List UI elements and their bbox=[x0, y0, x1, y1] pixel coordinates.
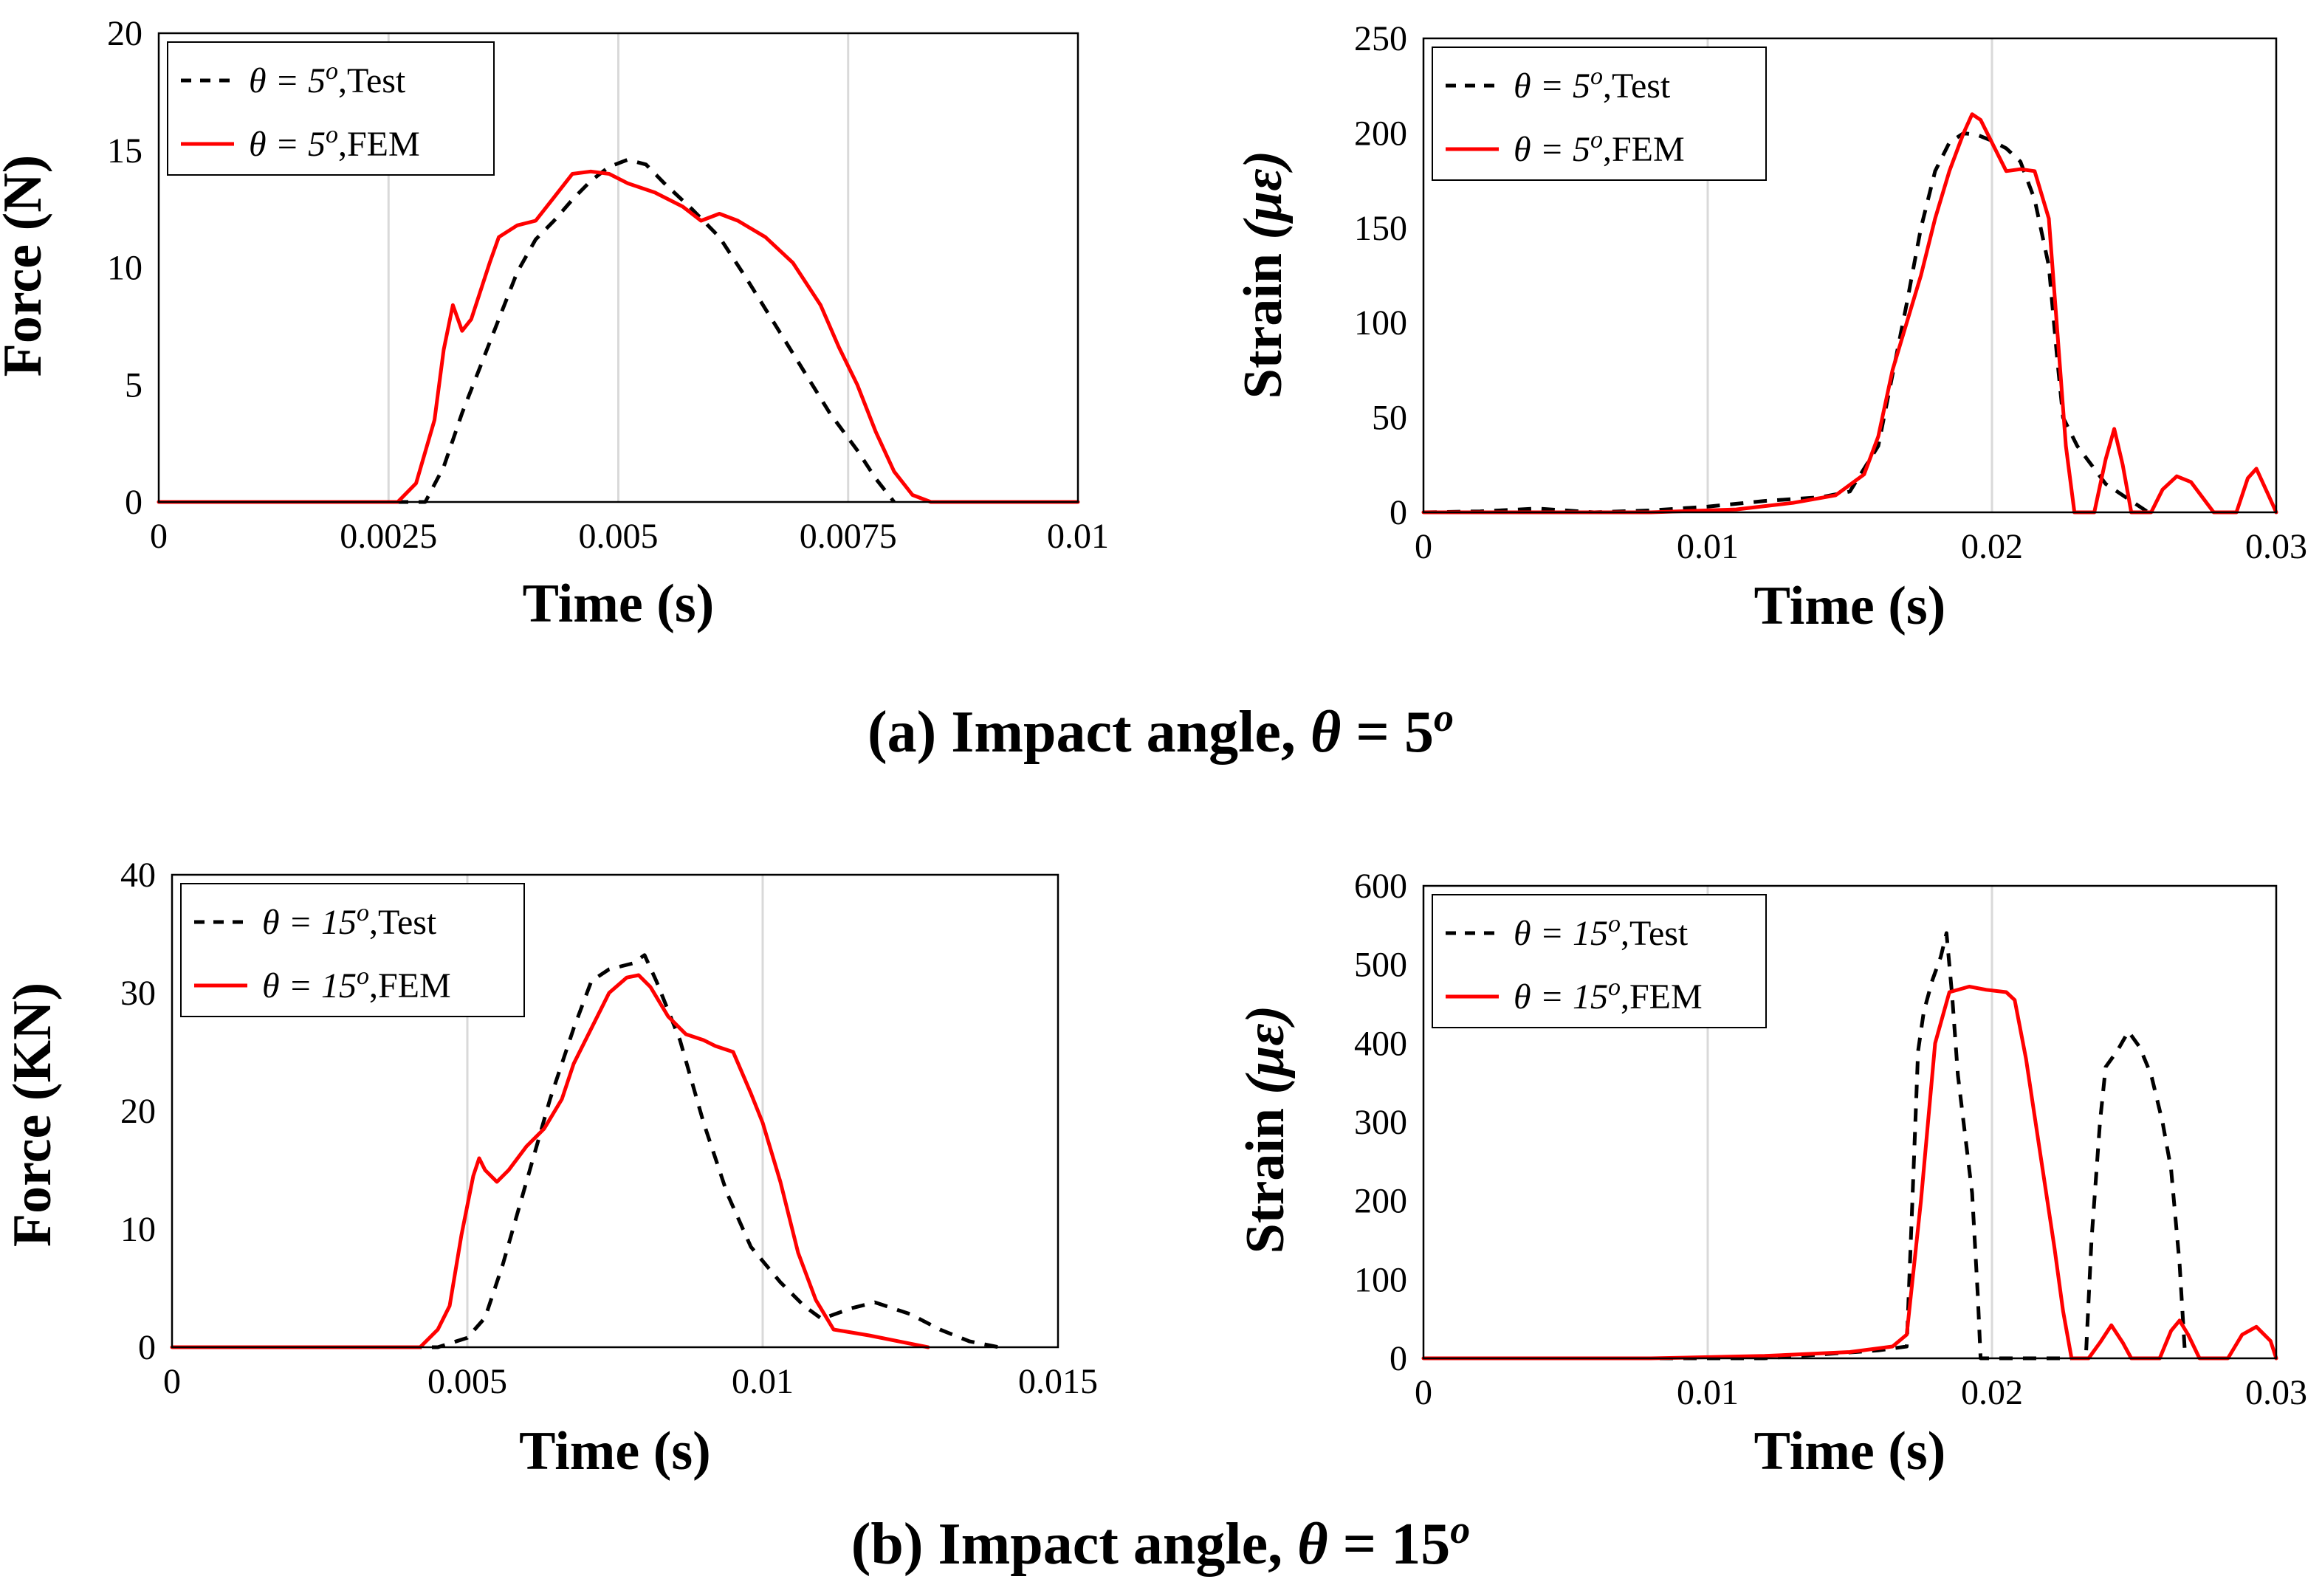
y-axis-label: Strain (με) bbox=[1233, 151, 1294, 399]
plot-frame bbox=[1422, 884, 2278, 1360]
x-tick-label: 0.02 bbox=[1961, 527, 2023, 566]
x-tick-label: 0.015 bbox=[1018, 1362, 1098, 1401]
y-tick-label: 250 bbox=[1354, 19, 1407, 58]
y-tick-label: 600 bbox=[1354, 867, 1407, 906]
x-tick-label: 0.03 bbox=[2245, 1373, 2307, 1412]
legend-box bbox=[180, 883, 525, 1017]
plot-frame bbox=[1422, 37, 2278, 514]
legend-label-fem: θ = 15o,FEM bbox=[1514, 974, 1703, 1017]
caption-b-equation: = 15 bbox=[1328, 1512, 1451, 1577]
series-line-test bbox=[1423, 931, 2188, 1361]
legend-label-test: θ = 5o,Test bbox=[249, 58, 406, 100]
caption-a-symbol: θ bbox=[1311, 700, 1342, 765]
y-tick-label: 30 bbox=[120, 974, 156, 1013]
y-tick-label: 40 bbox=[120, 856, 156, 895]
series-line-fem bbox=[170, 973, 930, 1349]
y-tick-label: 0 bbox=[138, 1328, 156, 1367]
caption-a-superscript: o bbox=[1434, 695, 1454, 740]
y-tick-label: 300 bbox=[1354, 1103, 1407, 1142]
x-tick-label: 0 bbox=[163, 1362, 181, 1401]
legend-label-test: θ = 15o,Test bbox=[262, 899, 437, 942]
caption-a-equation: = 5 bbox=[1341, 700, 1434, 765]
chart-a-force: 0 0.0025 0.005 0.0075 0.01 0 5 10 15 20 θ = 5o,Tes… bbox=[0, 14, 1109, 634]
y-tick-label: 200 bbox=[1354, 1182, 1407, 1221]
x-tick-label: 0 bbox=[1415, 527, 1432, 566]
x-tick-label: 0.01 bbox=[1677, 527, 1739, 566]
x-tick-label: 0.005 bbox=[579, 517, 659, 556]
y-tick-label: 150 bbox=[1354, 209, 1407, 248]
series-line-fem bbox=[1421, 112, 2278, 515]
x-tick-label: 0.01 bbox=[1677, 1373, 1739, 1412]
legend-label-fem: θ = 15o,FEM bbox=[262, 963, 451, 1005]
y-axis-label: Force (KN) bbox=[2, 983, 63, 1247]
legend-label-fem: θ = 5o,FEM bbox=[1514, 126, 1685, 169]
legend-box bbox=[1432, 894, 1767, 1028]
x-axis-label: Time (s) bbox=[1754, 1421, 1946, 1482]
y-tick-label: 0 bbox=[125, 483, 142, 522]
legend-label-test: θ = 15o,Test bbox=[1514, 910, 1689, 953]
x-tick-label: 0.0025 bbox=[340, 517, 437, 556]
x-tick-label: 0.02 bbox=[1961, 1373, 2023, 1412]
y-tick-label: 10 bbox=[120, 1210, 156, 1249]
caption-b-superscript: o bbox=[1450, 1507, 1470, 1552]
legend-label-fem: θ = 5o,FEM bbox=[249, 121, 420, 164]
x-tick-label: 0.0075 bbox=[800, 517, 897, 556]
caption-b: (b) Impact angle, θ = 15o bbox=[851, 1507, 1471, 1577]
series-line-fem bbox=[157, 169, 1080, 504]
y-tick-label: 20 bbox=[107, 14, 142, 53]
y-tick-label: 400 bbox=[1354, 1024, 1407, 1063]
series-line-test bbox=[159, 157, 896, 504]
x-tick-label: 0.01 bbox=[1047, 517, 1109, 556]
y-tick-label: 10 bbox=[107, 249, 142, 288]
plot-frame bbox=[171, 873, 1059, 1349]
y-tick-label: 100 bbox=[1354, 1260, 1407, 1299]
x-axis-label: Time (s) bbox=[519, 1421, 711, 1482]
series-line-fem bbox=[1421, 985, 2278, 1361]
plot-frame bbox=[157, 32, 1079, 503]
x-tick-label: 0.01 bbox=[732, 1362, 794, 1401]
caption-a-prefix: (a) Impact angle, bbox=[868, 700, 1311, 765]
legend-box bbox=[1432, 47, 1767, 181]
caption-b-prefix: (b) Impact angle, bbox=[851, 1512, 1297, 1577]
y-tick-label: 5 bbox=[125, 365, 142, 405]
chart-b-strain: 0 0.01 0.02 0.03 0 100 200 300 400 500 600 θ = 15o,… bbox=[1235, 867, 2307, 1482]
caption-a: (a) Impact angle, θ = 5o bbox=[868, 695, 1454, 765]
y-tick-label: 500 bbox=[1354, 946, 1407, 985]
legend-label-test: θ = 5o,Test bbox=[1514, 63, 1671, 106]
y-axis-label: Force (N) bbox=[0, 155, 53, 377]
chart-b-force: 0 0.005 0.01 0.015 0 10 20 30 40 θ = 15o,Test θ = … bbox=[2, 856, 1098, 1482]
y-tick-label: 200 bbox=[1354, 114, 1407, 153]
caption-b-symbol: θ bbox=[1297, 1512, 1328, 1577]
y-tick-label: 0 bbox=[1390, 1339, 1407, 1378]
y-tick-label: 15 bbox=[107, 131, 142, 171]
y-tick-label: 100 bbox=[1354, 303, 1407, 343]
x-axis-label: Time (s) bbox=[523, 574, 715, 634]
x-tick-label: 0.005 bbox=[427, 1362, 507, 1401]
x-tick-label: 0 bbox=[1415, 1373, 1432, 1412]
y-tick-label: 20 bbox=[120, 1092, 156, 1131]
y-axis-label: Strain (με) bbox=[1235, 1005, 1296, 1254]
x-tick-label: 0 bbox=[150, 517, 168, 556]
x-axis-label: Time (s) bbox=[1754, 576, 1946, 636]
y-tick-label: 0 bbox=[1390, 493, 1407, 532]
y-tick-label: 50 bbox=[1372, 399, 1407, 438]
chart-a-strain: 0 0.01 0.02 0.03 0 50 100 150 200 250 θ = 5o,Test θ… bbox=[1233, 19, 2307, 636]
x-tick-label: 0.03 bbox=[2245, 527, 2307, 566]
legend-box bbox=[167, 41, 495, 176]
